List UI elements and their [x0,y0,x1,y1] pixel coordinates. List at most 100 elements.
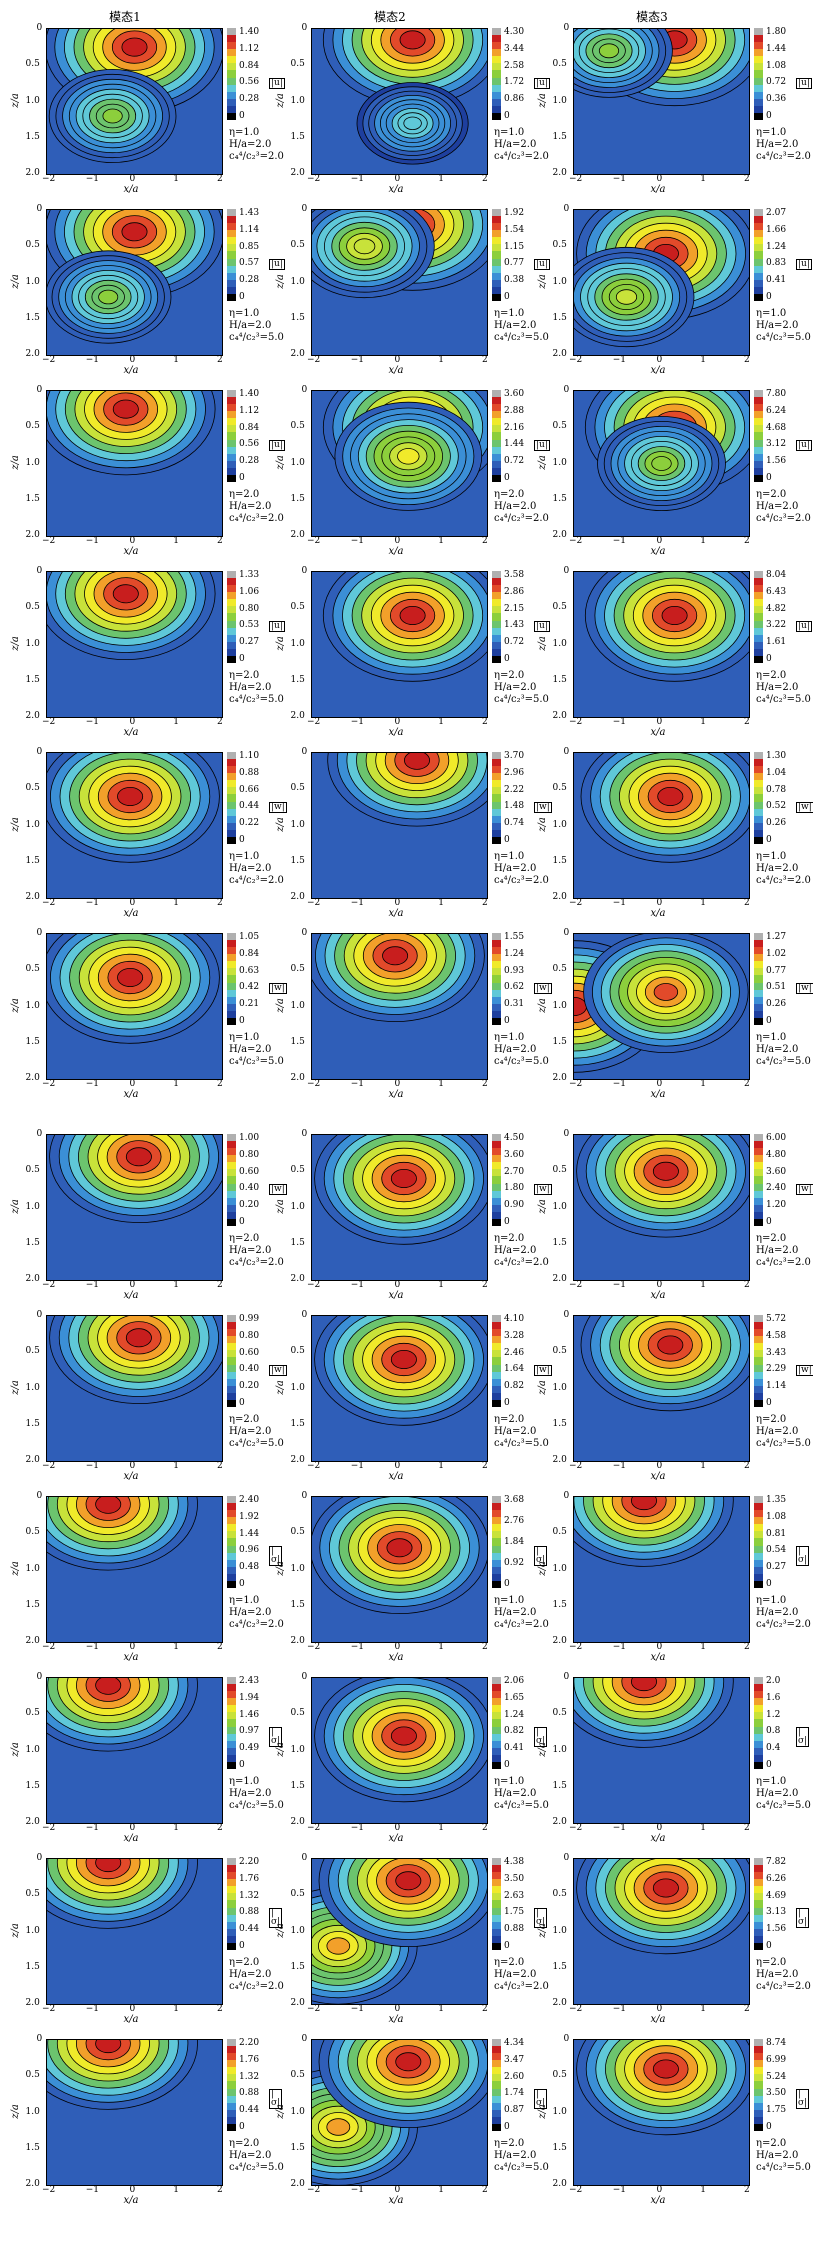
parameter-text: H/a=2.0 [494,1969,537,1980]
contour-svg [574,572,749,717]
colorbar-tick-label: 0 [504,1016,510,1026]
colorbar-segment [227,961,236,969]
x-tick-label: 2 [744,898,750,908]
parameter-text: c₄⁴/c₂³=2.0 [229,513,284,524]
colorbar-tick-label: 0.82 [504,1381,525,1392]
parameter-text: η=2.0 [229,2138,260,2149]
colorbar-segment [754,1517,763,1525]
parameter-text: c₄⁴/c₂³=2.0 [229,1619,284,1630]
colorbar-segment [227,655,236,664]
colorbar-segment [227,272,236,281]
y-tick-label: 2.0 [552,1998,567,2008]
colorbar-segment [754,1155,763,1163]
colorbar-segment [754,1552,763,1561]
x-tick-label: −1 [85,717,100,727]
colorbar-segment [492,1371,501,1380]
colorbar-segment [754,1329,763,1337]
y-tick-label: 1.0 [552,95,567,106]
colorbar [754,1496,763,1589]
colorbar-label: |w| [796,1184,813,1195]
y-axis-label: z/a [274,273,286,289]
x-tick-label: −2 [569,1280,583,1290]
colorbar [754,752,763,845]
colorbar-segment [492,1322,501,1330]
colorbar-segment [754,474,763,483]
parameter-text: H/a=2.0 [756,1426,799,1437]
x-tick-label: −1 [85,174,100,184]
contour-level [390,1350,417,1370]
y-tick-label: 1.0 [25,1744,40,1755]
colorbar-segment [227,592,236,600]
x-tick-label: 2 [217,1079,223,1089]
y-tick-label: 2.0 [552,1073,567,1083]
colorbar-tick-label: 3.70 [504,751,525,761]
parameter-text: η=1.0 [494,308,525,319]
x-tick-label: 0 [394,174,401,184]
colorbar [754,390,763,483]
colorbar-segment [492,1392,501,1401]
colorbar-tick-label: 1.08 [766,60,787,71]
colorbar-segment [754,1364,763,1373]
parameter-text: c₄⁴/c₂³=2.0 [756,151,811,162]
colorbar-tick-label: 1.24 [504,1709,525,1720]
colorbar-segment [492,1162,501,1170]
y-axis-label: z/a [536,635,548,651]
colorbar [227,1134,236,1227]
colorbar-tick-label: 1.76 [239,2054,260,2065]
colorbar [754,2039,763,2132]
colorbar-segment [754,1183,763,1192]
colorbar-segment [227,2039,236,2047]
y-tick-label: 0 [36,566,43,576]
contour-level [404,753,430,770]
colorbar-segment [492,975,501,984]
colorbar-segment [227,1914,236,1923]
colorbar-segment [492,947,501,955]
colorbar-segment [492,613,501,622]
colorbar-segment [754,1496,763,1504]
colorbar-segment [754,286,763,295]
colorbar-tick-label: 1.05 [239,932,260,942]
colorbar-segment [227,1573,236,1582]
colorbar-tick-label: 3.13 [766,1907,787,1918]
x-tick-label: 1 [438,1823,444,1833]
y-tick-label: 2.0 [25,1073,40,1083]
y-axis-label: z/a [9,454,21,470]
x-axis-label: x/a [388,2014,404,2025]
colorbar-segment [227,1677,236,1685]
x-tick-label: −2 [42,536,56,546]
colorbar-tick-label: 2.46 [504,1347,525,1358]
colorbar-segment [754,1392,763,1401]
parameter-text: H/a=2.0 [494,682,537,693]
y-tick-label: 0.5 [552,1889,567,1900]
colorbar-segment [754,1754,763,1763]
colorbar-segment [492,1399,501,1408]
colorbar-tick-label: 0.48 [239,1562,260,1573]
y-tick-label: 0 [301,1672,308,1682]
y-tick-label: 0 [36,23,43,33]
colorbar-tick-label: 6.24 [766,405,787,416]
colorbar-tick-label: 1.64 [504,1364,525,1375]
colorbar-segment [227,829,236,838]
contour-level [657,787,684,807]
x-axis-label: x/a [388,1290,404,1301]
contour-level [95,1859,122,1873]
x-tick-label: 2 [217,536,223,546]
colorbar-segment [227,1003,236,1012]
colorbar-segment [754,2123,763,2132]
colorbar-segment [754,822,763,831]
colorbar-tick-label: 0 [239,111,245,121]
colorbar-segment [227,815,236,824]
colorbar-segment [227,77,236,86]
parameter-text: η=2.0 [229,1957,260,1968]
colorbar-tick-label: 0.81 [766,1528,787,1539]
x-tick-label: 0 [656,1823,663,1833]
colorbar-segment [492,1357,501,1366]
colorbar-segment [492,1566,501,1575]
colorbar-segment [492,216,501,224]
colorbar-segment [492,209,501,217]
colorbar-segment [492,1719,501,1728]
x-tick-label: 0 [656,898,663,908]
colorbar-segment [227,1900,236,1909]
parameter-text: H/a=2.0 [756,1245,799,1256]
colorbar-segment [754,2102,763,2111]
